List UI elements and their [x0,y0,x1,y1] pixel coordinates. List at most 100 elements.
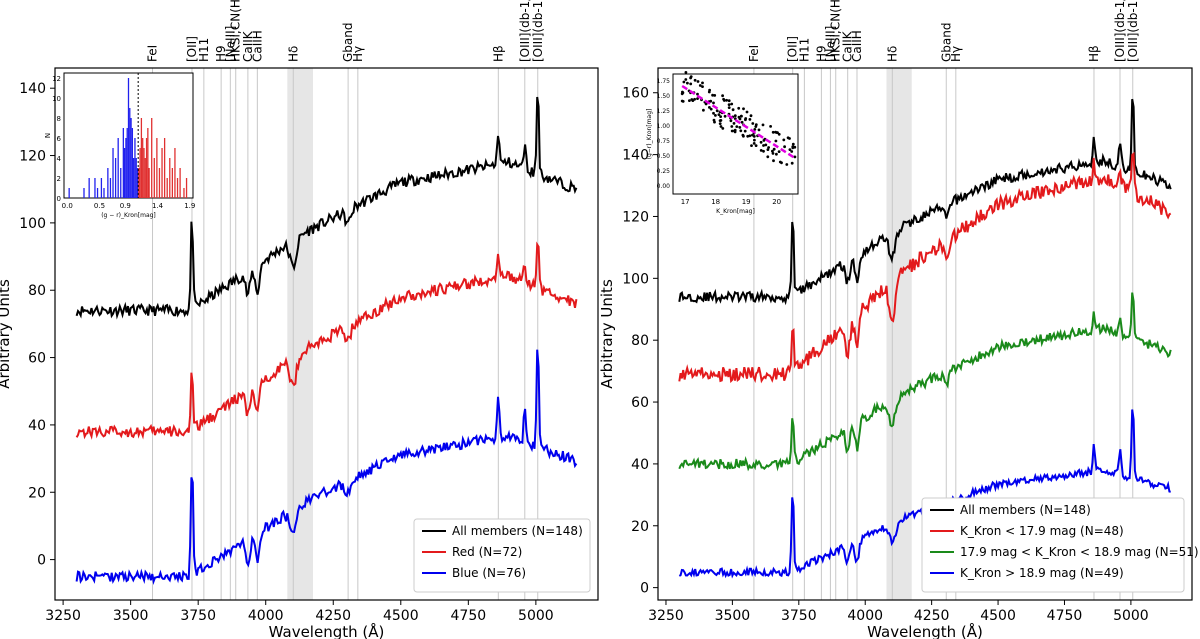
legend-entry: K_Kron < 17.9 mag (N=48) [960,524,1124,538]
scatter-point [727,99,731,103]
inset-y-tick-label: 6 [57,135,62,143]
inset-y-label: N [44,133,52,138]
scatter-point [698,84,702,87]
scatter-point [777,150,781,154]
inset-x-tick-label: 20 [772,198,781,206]
scatter-point [745,110,749,114]
scatter-point [772,147,776,151]
x-axis-label: Wavelength (Å) [867,622,983,639]
scatter-point [722,99,726,102]
scatter-point [764,143,768,147]
scatter-point [777,132,781,136]
hist-bar-blue [122,128,124,198]
marker-label: Hγ [351,46,365,62]
scatter-point [730,129,734,133]
scatter-point [725,98,728,102]
scatter-point [719,125,723,128]
hist-bar-blue [126,128,128,198]
legend-entry: K_Kron > 18.9 mag (N=49) [960,566,1124,580]
scatter-point [754,123,758,127]
inset-x-label: (g − r)_Kron[mag] [101,212,156,219]
inset-y-tick-label: 0.75 [657,138,671,145]
y-tick-label: 120 [622,209,649,225]
inset-x-tick-label: 1.4 [152,202,164,210]
scatter-point [713,120,716,124]
hist-bar-red [143,148,145,198]
scatter-point [766,155,770,159]
inset-x-tick-label: 0.9 [120,202,131,210]
scatter-point [701,85,704,88]
scatter-point [707,90,711,94]
hist-bar-blue [120,168,122,198]
scatter-point [790,161,794,165]
inset-y-tick-label: 0.25 [657,168,671,175]
series-line [678,98,1172,306]
fit-line [681,84,796,160]
hist-bar-blue [109,178,112,198]
scatter-point [733,114,737,118]
marker-label: Hδ [286,46,300,62]
hist-bar-red [138,168,140,198]
scatter-point [709,99,713,103]
inset-y-tick-label: 2 [57,175,61,183]
y-axis-label: Arbitrary Units [598,279,616,389]
x-tick-label: 4000 [248,608,284,624]
scatter-point [690,98,694,101]
hist-bar-red [179,168,181,198]
scatter-point [718,119,722,122]
scatter-point [733,129,736,133]
scatter-point [682,80,686,84]
x-tick-label: 5000 [1113,608,1149,624]
marker-label: CaIIK [841,30,855,62]
marker-label: Hδ [885,46,899,62]
scatter-point [739,114,743,118]
x-tick-label: 4750 [1047,608,1083,624]
inset-y-tick-label: 0.00 [657,183,671,190]
scatter-point [762,139,766,142]
scatter-point [727,106,731,109]
hist-bar-red [158,168,161,198]
scatter-point [702,108,705,112]
marker-label: H11 [797,38,811,62]
series-line [678,292,1172,472]
hist-bar-blue [88,178,90,198]
y-tick-label: 60 [631,395,649,411]
marker-label: Hβ [491,45,505,62]
scatter-point [793,155,797,159]
scatter-point [727,103,731,106]
scatter-point [774,139,778,143]
inset-y-tick-label: 12 [52,75,61,83]
hist-bar-red [166,178,168,198]
scatter-point [790,150,794,153]
inset-y-tick-label: 1.75 [657,78,671,85]
scatter-point [715,109,719,113]
hist-bar-blue [68,188,70,198]
marker-label: [OIII](db-1) [531,0,545,62]
marker-label: FeI [747,45,761,62]
scatter-point [753,127,757,131]
x-tick-label: 3250 [648,608,684,624]
scatter-point [759,149,763,152]
scatter-point [761,123,765,127]
scatter-point [701,81,704,85]
h-delta-shaded-band [886,68,912,600]
marker-label: [OIII](db-1) [1126,0,1140,62]
hist-bar-blue [100,178,103,198]
inset-y-tick-label: 1.25 [657,108,671,115]
scatter-point [696,80,700,83]
scatter-point [718,122,722,125]
scatter-point [772,159,775,163]
y-tick-label: 60 [28,351,46,367]
scatter-point [751,122,755,125]
hist-bar-red [142,138,144,198]
x-tick-label: 4750 [451,608,487,624]
scatter-point [748,134,752,138]
hist-bar-red [145,138,148,198]
hist-bar-red [151,118,153,198]
y-axis-label: Arbitrary Units [0,279,13,389]
scatter-point [752,142,756,145]
scatter-point [712,101,715,105]
hist-bar-red [140,118,143,198]
hist-bar-blue [134,138,136,198]
x-tick-label: 4500 [980,608,1016,624]
